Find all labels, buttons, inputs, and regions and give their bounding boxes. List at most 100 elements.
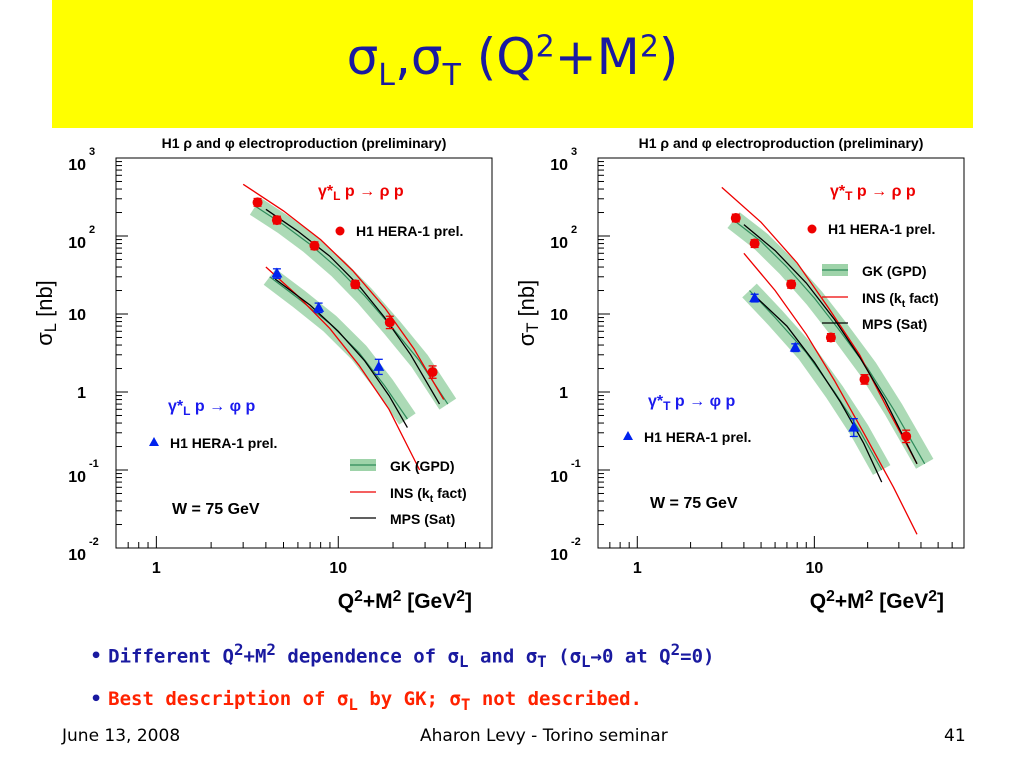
w-annotation: W = 75 GeV (172, 501, 260, 518)
y-tick-base: 10 (68, 235, 86, 252)
bullet-dot: • (90, 688, 103, 711)
y-tick-label: 102 (550, 224, 577, 252)
y-tick-base: 10 (550, 157, 568, 174)
y-tick-label: 1 (559, 385, 568, 402)
phi-legend-marker (149, 437, 159, 446)
rho-legend-marker (335, 226, 345, 236)
phi-data-point (271, 267, 283, 278)
rho-legend-label: H1 HERA-1 prel. (356, 223, 463, 239)
y-tick-label: 10-2 (550, 536, 581, 564)
rho-data-point (730, 213, 741, 224)
plot-frame (115, 157, 493, 549)
y-tick-exponent: 2 (89, 224, 95, 236)
rho-data-point (384, 317, 395, 328)
y-tick-label: 103 (550, 146, 577, 174)
footer-center: Aharon Levy - Torino seminar (420, 726, 668, 746)
rho-data-point (271, 215, 282, 226)
plot-frame (597, 157, 965, 549)
bullet-1: • Different Q2+M2 dependence of σL and σT… (90, 640, 715, 672)
y-tick-base: 10 (550, 307, 568, 324)
plot-area (721, 186, 934, 535)
y-tick-label: 102 (68, 224, 95, 252)
sigma-l-chart: H1 ρ and φ electroproduction (preliminar… (32, 135, 493, 613)
y-tick-label: 10 (68, 307, 86, 324)
phi-legend-label: H1 HERA-1 prel. (170, 435, 277, 451)
y-axis-label: σL​ [nb] (32, 280, 60, 346)
y-tick-base: 10 (550, 469, 568, 486)
rho-data-point (749, 238, 760, 249)
y-tick-label: 10 (550, 307, 568, 324)
rho-data-point (309, 240, 320, 251)
ins-curve (743, 252, 918, 535)
phi-data-point (789, 341, 801, 352)
rho-legend-label: H1 HERA-1 prel. (828, 221, 935, 237)
y-axis-label-text: σL​ [nb] (32, 280, 60, 346)
y-tick-base: 10 (68, 157, 86, 174)
y-tick-label: 10-1 (68, 458, 99, 486)
chart-title: H1 ρ and φ electroproduction (preliminar… (639, 135, 924, 151)
rho-data-point (825, 332, 836, 343)
y-tick-exponent: -1 (571, 458, 581, 470)
rho-reaction-label: γ*T​ p → ρ p (830, 183, 916, 203)
phi-legend-label: H1 HERA-1 prel. (644, 429, 751, 445)
footer-page-number: 41 (944, 726, 966, 746)
rho-reaction-label: γ*L​ p → ρ p (318, 183, 404, 203)
mps-curve (752, 293, 883, 483)
mps-curve (743, 224, 918, 465)
rho-data-point (859, 374, 870, 385)
phi-data-point (373, 360, 385, 371)
x-tick-label: 1 (633, 560, 642, 577)
y-tick-exponent: 2 (571, 224, 577, 236)
sigma-t-chart: H1 ρ and φ electroproduction (preliminar… (514, 135, 965, 613)
x-tick-label: 1 (152, 560, 161, 577)
mps-legend-label: MPS (Sat) (390, 511, 455, 527)
y-tick-base: 10 (68, 547, 86, 564)
mps-curve (274, 278, 408, 428)
y-tick-base: 1 (559, 385, 568, 402)
y-tick-exponent: -1 (89, 458, 99, 470)
y-tick-label: 10-2 (68, 536, 99, 564)
slide-title: σL,σT (Q2+M2) (346, 28, 679, 93)
y-tick-base: 10 (550, 235, 568, 252)
ins-legend-label: INS (kt​ fact) (390, 485, 467, 505)
phi-legend-marker (623, 431, 633, 440)
y-tick-exponent: 3 (89, 146, 95, 158)
plot-area (242, 183, 457, 471)
y-tick-label: 1 (77, 385, 86, 402)
y-tick-label: 103 (68, 146, 95, 174)
y-tick-base: 10 (68, 307, 86, 324)
bullet-dot: • (90, 645, 103, 668)
y-tick-exponent: -2 (89, 536, 99, 548)
title-bar: σL,σT (Q2+M2) (52, 0, 973, 128)
chart-title: H1 ρ and φ electroproduction (preliminar… (162, 135, 447, 151)
y-axis-label: σT​ [nb] (514, 280, 542, 346)
w-annotation: W = 75 GeV (650, 495, 738, 512)
gk-band (263, 268, 416, 425)
rho-data-point (786, 279, 797, 290)
rho-data-point (427, 367, 438, 378)
y-tick-base: 1 (77, 385, 86, 402)
x-tick-label: 10 (805, 560, 823, 577)
ins-curve (721, 186, 918, 465)
gk-central-line (733, 219, 926, 465)
x-axis-label: Q2​+M2​ [GeV2​] (810, 588, 944, 613)
ins-legend-label: INS (kt​ fact) (862, 290, 939, 310)
gk-legend-label: GK (GPD) (390, 458, 455, 474)
rho-data-point (350, 279, 361, 290)
phi-data-point (749, 292, 761, 303)
x-axis-label: Q2​+M2​ [GeV2​] (338, 588, 472, 613)
gk-legend-label: GK (GPD) (862, 263, 927, 279)
y-tick-exponent: 3 (571, 146, 577, 158)
y-tick-label: 10-1 (550, 458, 581, 486)
phi-data-point (313, 301, 325, 312)
y-tick-exponent: -2 (571, 536, 581, 548)
ins-curve (265, 266, 421, 471)
rho-data-point (252, 197, 263, 208)
y-tick-base: 10 (68, 469, 86, 486)
rho-data-point (901, 431, 912, 442)
phi-data-point (848, 421, 860, 432)
bullet-2: • Best description of σL by GK; σT not de… (90, 688, 642, 714)
footer-date: June 13, 2008 (62, 726, 181, 746)
rho-legend-marker (807, 224, 817, 234)
x-tick-label: 10 (329, 560, 347, 577)
